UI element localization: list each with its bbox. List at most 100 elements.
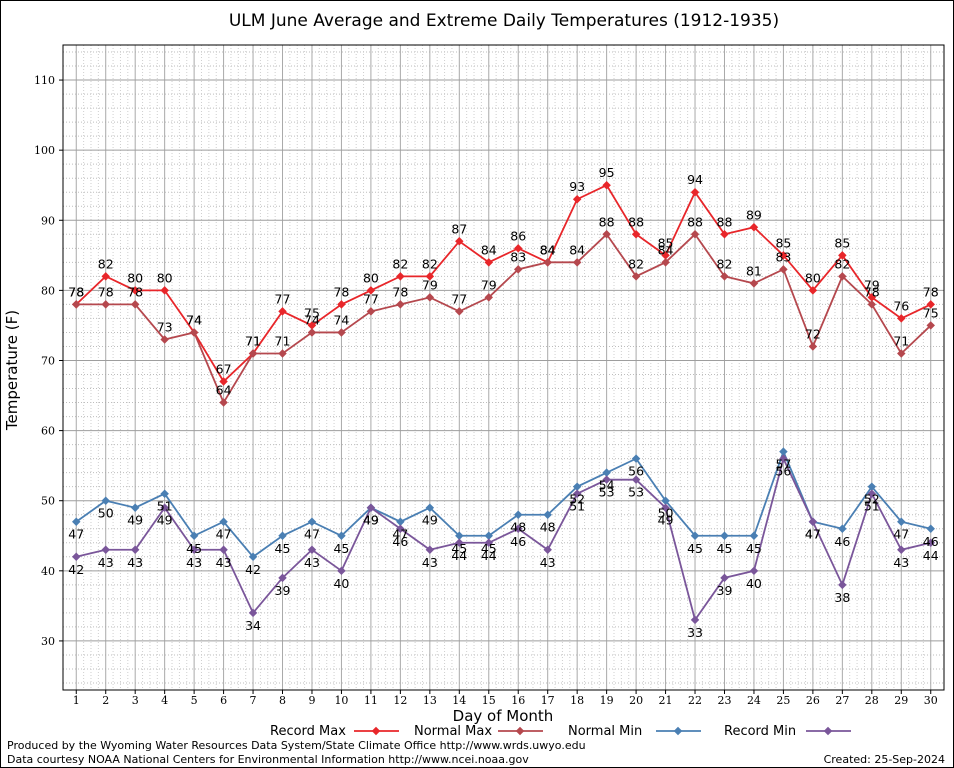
normal-max-data-label: 73 bbox=[157, 319, 173, 334]
normal-max-data-label: 77 bbox=[451, 291, 467, 306]
record-min-point bbox=[749, 566, 759, 576]
record-min-data-label: 44 bbox=[481, 548, 497, 563]
x-tick-label: 16 bbox=[511, 694, 525, 707]
normal-max-point bbox=[867, 300, 877, 309]
record-max-data-label: 82 bbox=[392, 256, 408, 271]
normal-min-data-label: 45 bbox=[186, 541, 202, 556]
record-max-data-label: 71 bbox=[245, 333, 261, 348]
record-max-data-label: 88 bbox=[628, 214, 644, 229]
record-min-data-label: 43 bbox=[127, 555, 143, 570]
y-tick-label: 60 bbox=[41, 425, 55, 438]
record-min-point bbox=[779, 454, 788, 463]
record-min-data-label: 53 bbox=[628, 485, 644, 500]
record-max-data-label: 78 bbox=[333, 284, 349, 299]
normal-max-point bbox=[513, 265, 523, 274]
normal-max-data-label: 75 bbox=[923, 305, 939, 320]
normal-min-data-label: 46 bbox=[923, 534, 939, 549]
normal-max-data-label: 82 bbox=[628, 256, 644, 271]
record-min-point bbox=[720, 573, 729, 583]
normal-max-point bbox=[484, 293, 494, 302]
normal-min-data-label: 42 bbox=[245, 562, 261, 577]
record-max-data-label: 75 bbox=[304, 305, 320, 320]
normal-min-data-label: 47 bbox=[392, 527, 408, 542]
record-min-data-label: 43 bbox=[304, 555, 320, 570]
normal-max-data-label: 71 bbox=[275, 333, 291, 348]
record-max-point bbox=[219, 377, 228, 386]
normal-min-data-label: 50 bbox=[98, 506, 114, 521]
normal-max-data-label: 78 bbox=[392, 284, 408, 299]
normal-min-point bbox=[455, 531, 464, 541]
legend-marker bbox=[515, 726, 525, 736]
normal-min-point bbox=[926, 524, 935, 533]
normal-min-data-label: 47 bbox=[805, 527, 821, 542]
y-axis-label: Temperature (F) bbox=[3, 310, 21, 431]
normal-min-point bbox=[484, 531, 494, 541]
normal-max-data-label: 71 bbox=[245, 333, 261, 348]
normal-max-point bbox=[572, 258, 582, 267]
record-max-data-label: 84 bbox=[481, 242, 497, 257]
normal-max-data-label: 74 bbox=[304, 312, 320, 327]
normal-max-point bbox=[779, 265, 788, 274]
x-tick-label: 9 bbox=[308, 694, 315, 707]
record-min-point bbox=[484, 538, 494, 548]
x-tick-label: 13 bbox=[423, 694, 437, 707]
legend-marker bbox=[673, 726, 683, 736]
normal-max-point bbox=[366, 307, 376, 316]
normal-max-data-label: 78 bbox=[98, 284, 114, 299]
record-min-data-label: 47 bbox=[805, 527, 821, 542]
normal-min-point bbox=[602, 468, 611, 477]
record-min-data-label: 44 bbox=[451, 548, 467, 563]
normal-min-data-label: 45 bbox=[451, 541, 467, 556]
y-tick-label: 90 bbox=[41, 214, 55, 227]
record-max-point bbox=[808, 286, 818, 295]
x-tick-label: 7 bbox=[250, 694, 257, 707]
normal-max-point bbox=[455, 307, 464, 316]
record-max-data-label: 84 bbox=[540, 242, 556, 257]
record-min-point bbox=[631, 475, 641, 484]
normal-max-data-label: 84 bbox=[569, 242, 585, 257]
record-min-data-label: 43 bbox=[540, 555, 556, 570]
record-min-data-label: 40 bbox=[333, 576, 349, 591]
record-min-point bbox=[366, 503, 376, 512]
normal-max-point bbox=[749, 279, 759, 288]
record-min-point bbox=[307, 545, 317, 555]
normal-min-point bbox=[661, 496, 670, 505]
record-max-data-label: 82 bbox=[98, 256, 114, 271]
record-max-data-label: 89 bbox=[746, 207, 762, 222]
x-tick-label: 22 bbox=[688, 694, 702, 707]
normal-min-data-label: 50 bbox=[658, 506, 674, 521]
footer-produced-by: Produced by the Wyoming Water Resources … bbox=[7, 739, 586, 752]
x-tick-label: 25 bbox=[776, 694, 790, 707]
normal-max-data-label: 77 bbox=[363, 291, 379, 306]
record-max-data-label: 94 bbox=[687, 172, 703, 187]
normal-min-data-label: 49 bbox=[127, 513, 143, 528]
x-tick-label: 11 bbox=[364, 694, 378, 707]
y-tick-label: 70 bbox=[41, 354, 55, 367]
record-min-data-label: 51 bbox=[569, 499, 585, 514]
normal-min-point bbox=[278, 531, 287, 541]
record-min-point bbox=[572, 489, 582, 498]
record-max-data-label: 93 bbox=[569, 179, 585, 194]
normal-max-data-label: 79 bbox=[481, 277, 497, 292]
normal-max-point bbox=[160, 335, 169, 344]
legend: Record Max Normal Max Normal Min Record Min bbox=[270, 724, 851, 739]
x-tick-label: 12 bbox=[393, 694, 407, 707]
normal-min-point bbox=[690, 531, 700, 541]
record-max-data-label: 74 bbox=[186, 312, 202, 327]
footer-data-courtesy: Data courtesy NOAA National Centers for … bbox=[7, 753, 529, 766]
normal-min-data-label: 47 bbox=[216, 527, 232, 542]
record-max-data-label: 77 bbox=[275, 291, 291, 306]
record-min-data-label: 39 bbox=[275, 583, 291, 598]
normal-min-point bbox=[572, 482, 582, 491]
record-min-data-label: 46 bbox=[510, 534, 526, 549]
x-tick-label: 15 bbox=[482, 694, 496, 707]
record-min-data-label: 40 bbox=[746, 576, 762, 591]
normal-max-point bbox=[307, 328, 317, 337]
record-max-data-label: 85 bbox=[834, 235, 850, 250]
normal-min-point bbox=[720, 531, 729, 541]
record-max-point bbox=[897, 314, 906, 323]
x-tick-label: 20 bbox=[629, 694, 643, 707]
record-min-data-label: 49 bbox=[157, 513, 173, 528]
